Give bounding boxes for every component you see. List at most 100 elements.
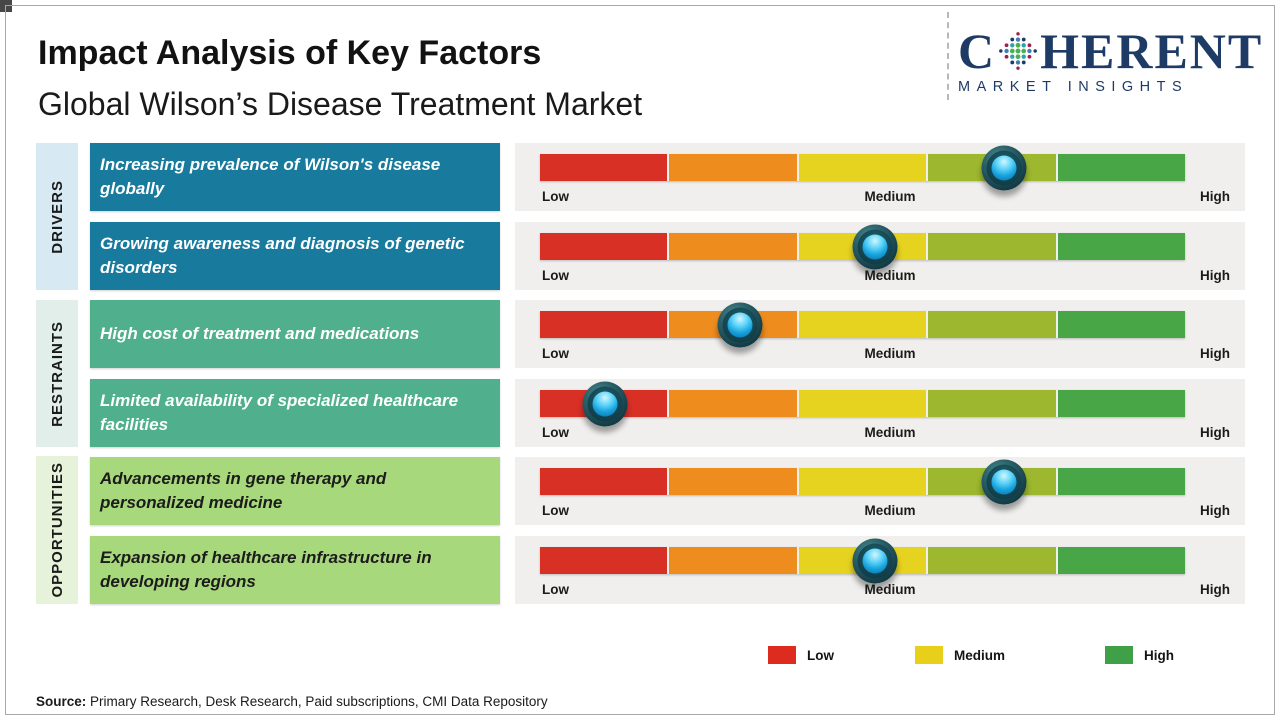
scale-segment-orange xyxy=(669,468,797,495)
impact-scale-bar xyxy=(540,302,1186,347)
scale-segment-green xyxy=(1057,154,1186,181)
source-text: Primary Research, Desk Research, Paid su… xyxy=(86,694,548,709)
impact-marker xyxy=(852,224,898,269)
impact-scale-bar xyxy=(540,459,1186,504)
factor-row: Advancements in gene therapy and persona… xyxy=(0,457,1280,525)
scale-label-low: Low xyxy=(542,582,569,597)
scale-segment-yellow xyxy=(798,311,927,338)
scale-segment-green xyxy=(1057,547,1186,574)
scale-segment-olive xyxy=(928,547,1056,574)
impact-scale-panel: Low Medium High xyxy=(515,379,1245,447)
scale-label-low: Low xyxy=(542,346,569,361)
impact-marker xyxy=(717,302,763,347)
scale-segment-red xyxy=(540,311,668,338)
legend-label-medium: Medium xyxy=(954,647,1006,663)
scale-segment-red xyxy=(540,233,668,260)
source-note: Source: Primary Research, Desk Research,… xyxy=(36,694,548,709)
impact-marker xyxy=(582,381,627,426)
impact-scale-bar xyxy=(540,538,1186,583)
impact-marker xyxy=(981,459,1027,504)
scale-label-medium: Medium xyxy=(864,346,916,361)
scale-segment-olive xyxy=(928,390,1056,417)
brand-letters-herent: HERENT xyxy=(1040,23,1264,79)
impact-scale-panel: Low Medium High xyxy=(515,536,1245,604)
scale-label-medium: Medium xyxy=(864,582,916,597)
scale-segment-olive xyxy=(928,311,1056,338)
factor-row: Limited availability of specialized heal… xyxy=(0,379,1280,447)
legend-item-medium: Medium xyxy=(915,646,1005,664)
factor-box: Expansion of healthcare infrastructure i… xyxy=(90,536,500,604)
scale-segment-green xyxy=(1057,390,1186,417)
scale-label-high: High xyxy=(1200,582,1230,597)
legend-label-low: Low xyxy=(807,647,834,663)
factor-text: Advancements in gene therapy and persona… xyxy=(100,468,387,512)
impact-marker xyxy=(981,145,1027,190)
slide-corner-mark xyxy=(0,0,12,12)
scale-label-medium: Medium xyxy=(864,503,916,518)
factor-text: Expansion of healthcare infrastructure i… xyxy=(100,547,432,591)
factor-box: Growing awareness and diagnosis of genet… xyxy=(90,222,500,290)
scale-label-medium: Medium xyxy=(864,189,916,204)
factor-text: Growing awareness and diagnosis of genet… xyxy=(100,233,465,277)
legend-item-low: Low xyxy=(768,646,834,664)
header-dashed-divider xyxy=(947,12,949,100)
factor-box: High cost of treatment and medications xyxy=(90,300,500,368)
legend-swatch-low xyxy=(768,646,796,664)
scale-label-low: Low xyxy=(542,503,569,518)
scale-label-high: High xyxy=(1200,425,1230,440)
impact-scale-bar xyxy=(540,145,1186,190)
brand-tagline: MARKET INSIGHTS xyxy=(958,79,1189,95)
legend-item-high: High xyxy=(1105,646,1174,664)
scale-segment-orange xyxy=(669,390,797,417)
scale-label-high: High xyxy=(1200,189,1230,204)
factor-box: Advancements in gene therapy and persona… xyxy=(90,457,500,525)
scale-label-medium: Medium xyxy=(864,425,916,440)
factor-box: Limited availability of specialized heal… xyxy=(90,379,500,447)
legend-swatch-high xyxy=(1105,646,1133,664)
scale-segment-red xyxy=(540,468,668,495)
legend-label-high: High xyxy=(1144,647,1174,663)
factor-row: Growing awareness and diagnosis of genet… xyxy=(0,222,1280,290)
dotted-globe-icon xyxy=(999,32,1038,70)
scale-label-medium: Medium xyxy=(864,268,916,283)
source-label: Source: xyxy=(36,694,87,709)
scale-segment-yellow xyxy=(798,468,927,495)
page-title: Impact Analysis of Key Factors xyxy=(38,34,542,72)
section-strip-restraints: RESTRAINTS xyxy=(36,300,78,447)
factor-row: Expansion of healthcare infrastructure i… xyxy=(0,536,1280,604)
scale-segment-orange xyxy=(669,233,797,260)
factor-text: Limited availability of specialized heal… xyxy=(100,390,459,434)
factor-row: High cost of treatment and medications L… xyxy=(0,300,1280,368)
scale-label-high: High xyxy=(1200,503,1230,518)
scale-segment-yellow xyxy=(798,390,927,417)
impact-scale-bar xyxy=(540,381,1186,426)
scale-segment-green xyxy=(1057,311,1186,338)
impact-scale-bar xyxy=(540,224,1186,269)
scale-segment-green xyxy=(1057,233,1186,260)
section-strip-drivers: DRIVERS xyxy=(36,143,78,290)
scale-segment-red xyxy=(540,154,668,181)
scale-segment-yellow xyxy=(798,154,927,181)
factor-box: Increasing prevalence of Wilson's diseas… xyxy=(90,143,500,211)
scale-segment-olive xyxy=(928,233,1056,260)
impact-marker xyxy=(852,538,898,583)
scale-label-low: Low xyxy=(542,189,569,204)
section-strip-opportunities: OPPORTUNITIES xyxy=(36,456,78,604)
scale-segment-green xyxy=(1057,468,1186,495)
impact-scale-panel: Low Medium High xyxy=(515,222,1245,290)
factor-text: Increasing prevalence of Wilson's diseas… xyxy=(100,154,441,198)
brand-logo: C HERENT MARKET INSIGHTS xyxy=(958,26,1263,95)
scale-segment-red xyxy=(540,547,668,574)
impact-scale-panel: Low Medium High xyxy=(515,143,1245,211)
scale-label-low: Low xyxy=(542,268,569,283)
impact-scale-panel: Low Medium High xyxy=(515,300,1245,368)
factor-row: Increasing prevalence of Wilson's diseas… xyxy=(0,143,1280,211)
factor-text: High cost of treatment and medications xyxy=(100,323,420,343)
brand-letter-c: C xyxy=(958,23,997,79)
impact-scale-panel: Low Medium High xyxy=(515,457,1245,525)
brand-wordmark: C HERENT xyxy=(958,26,1263,76)
scale-segment-orange xyxy=(669,154,797,181)
legend-swatch-medium xyxy=(915,646,943,664)
scale-segment-orange xyxy=(669,547,797,574)
scale-label-low: Low xyxy=(542,425,569,440)
